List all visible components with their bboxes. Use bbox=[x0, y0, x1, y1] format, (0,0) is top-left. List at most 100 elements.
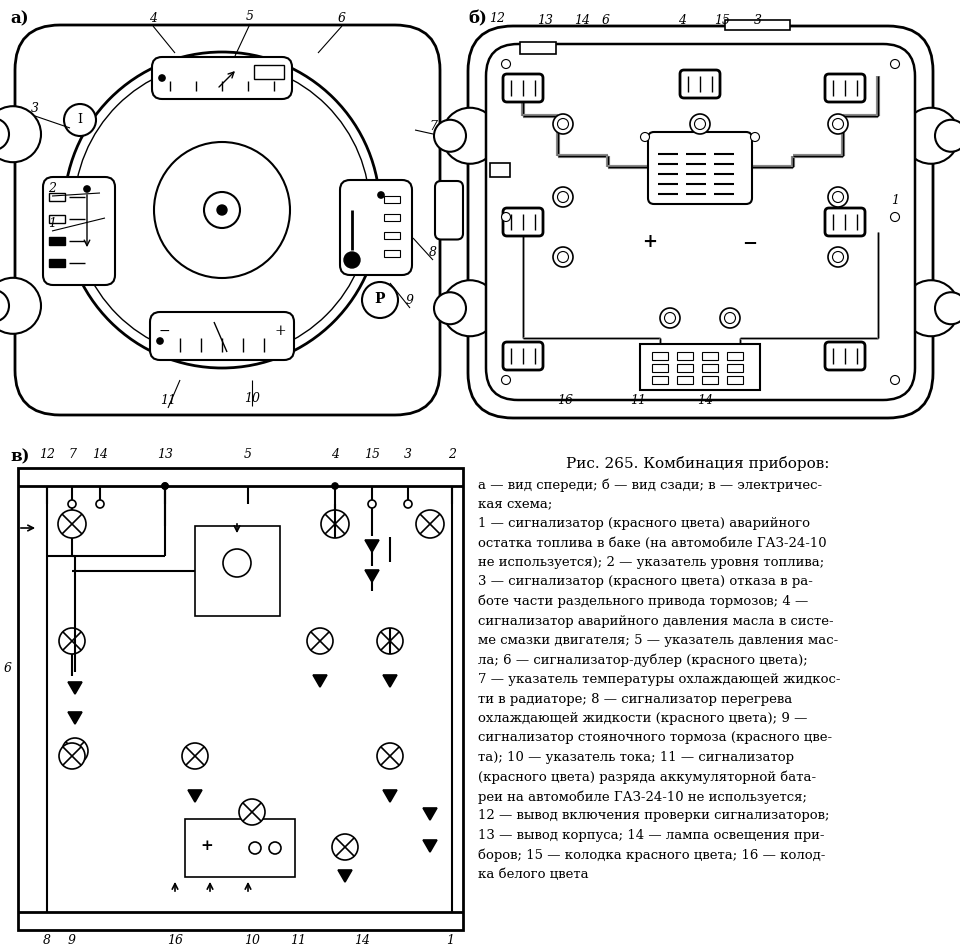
Text: 15: 15 bbox=[364, 447, 380, 461]
FancyBboxPatch shape bbox=[15, 25, 440, 415]
FancyBboxPatch shape bbox=[150, 312, 294, 360]
Circle shape bbox=[501, 375, 511, 385]
Text: 3: 3 bbox=[31, 101, 39, 115]
FancyBboxPatch shape bbox=[825, 74, 865, 102]
Circle shape bbox=[157, 338, 163, 344]
Bar bbox=[520, 42, 556, 54]
Text: 16: 16 bbox=[557, 393, 573, 407]
Bar bbox=[49, 193, 65, 201]
Circle shape bbox=[695, 375, 705, 385]
Circle shape bbox=[84, 186, 90, 192]
Text: 4: 4 bbox=[149, 11, 157, 25]
Circle shape bbox=[832, 191, 844, 203]
Circle shape bbox=[362, 282, 398, 318]
Circle shape bbox=[0, 278, 41, 334]
Bar bbox=[725, 20, 790, 30]
Text: 1: 1 bbox=[446, 934, 454, 946]
Text: +: + bbox=[201, 839, 213, 853]
Text: 6: 6 bbox=[4, 662, 12, 674]
Circle shape bbox=[64, 104, 96, 136]
Circle shape bbox=[378, 192, 384, 198]
Text: 3: 3 bbox=[754, 13, 762, 27]
Bar bbox=[254, 65, 284, 79]
Text: 13: 13 bbox=[537, 13, 553, 27]
Bar bbox=[652, 352, 668, 360]
Circle shape bbox=[442, 281, 498, 337]
Bar bbox=[384, 196, 400, 203]
Text: I: I bbox=[78, 113, 83, 125]
Text: ка белого цвета: ка белого цвета bbox=[478, 868, 588, 881]
Bar bbox=[195, 526, 280, 616]
Polygon shape bbox=[423, 840, 437, 852]
Circle shape bbox=[558, 251, 568, 263]
Circle shape bbox=[58, 510, 86, 538]
Circle shape bbox=[891, 60, 900, 68]
Circle shape bbox=[269, 842, 281, 854]
FancyBboxPatch shape bbox=[468, 26, 933, 418]
Circle shape bbox=[0, 106, 41, 162]
Text: 13 — вывод корпуса; 14 — лампа освещения при-: 13 — вывод корпуса; 14 — лампа освещения… bbox=[478, 829, 825, 842]
Circle shape bbox=[501, 212, 511, 222]
Circle shape bbox=[68, 500, 76, 508]
Circle shape bbox=[664, 313, 676, 323]
Text: 6: 6 bbox=[338, 11, 346, 25]
FancyBboxPatch shape bbox=[680, 70, 720, 98]
Text: а): а) bbox=[10, 10, 29, 27]
Bar bbox=[702, 352, 718, 360]
Bar bbox=[727, 376, 743, 384]
Polygon shape bbox=[365, 540, 379, 552]
Text: 2: 2 bbox=[48, 181, 56, 194]
Text: 14: 14 bbox=[92, 447, 108, 461]
Text: ла; 6 — сигнализатор-дублер (красного цвета);: ла; 6 — сигнализатор-дублер (красного цв… bbox=[478, 653, 807, 667]
FancyBboxPatch shape bbox=[152, 57, 292, 99]
Circle shape bbox=[660, 308, 680, 328]
Bar bbox=[652, 364, 668, 372]
Circle shape bbox=[828, 114, 848, 134]
Text: 9: 9 bbox=[68, 934, 76, 946]
Text: 1: 1 bbox=[891, 193, 899, 207]
Text: 13: 13 bbox=[157, 447, 173, 461]
Text: 10: 10 bbox=[244, 934, 260, 946]
FancyBboxPatch shape bbox=[648, 132, 752, 204]
Circle shape bbox=[368, 500, 376, 508]
Text: 7: 7 bbox=[429, 119, 437, 133]
Text: боров; 15 — колодка красного цвета; 16 — колод-: боров; 15 — колодка красного цвета; 16 —… bbox=[478, 848, 826, 862]
FancyBboxPatch shape bbox=[435, 181, 463, 240]
Polygon shape bbox=[313, 675, 327, 687]
Circle shape bbox=[59, 628, 85, 654]
Text: 15: 15 bbox=[714, 13, 730, 27]
Circle shape bbox=[162, 483, 168, 489]
Circle shape bbox=[891, 212, 900, 222]
Text: 10: 10 bbox=[244, 392, 260, 405]
Text: 12 — вывод включения проверки сигнализаторов;: 12 — вывод включения проверки сигнализат… bbox=[478, 810, 829, 823]
Bar bbox=[384, 232, 400, 239]
Text: остатка топлива в баке (на автомобиле ГАЗ-24-10: остатка топлива в баке (на автомобиле ГА… bbox=[478, 537, 827, 550]
Text: +: + bbox=[275, 324, 286, 338]
Circle shape bbox=[553, 114, 573, 134]
Text: боте части раздельного привода тормозов; 4 —: боте части раздельного привода тормозов;… bbox=[478, 595, 808, 609]
FancyBboxPatch shape bbox=[43, 177, 115, 285]
Text: а — вид спереди; б — вид сзади; в — электричес-: а — вид спереди; б — вид сзади; в — элек… bbox=[478, 478, 822, 491]
Circle shape bbox=[74, 62, 370, 358]
Bar bbox=[384, 250, 400, 257]
Polygon shape bbox=[68, 712, 82, 724]
FancyBboxPatch shape bbox=[503, 74, 543, 102]
Bar bbox=[384, 214, 400, 221]
Circle shape bbox=[62, 738, 88, 764]
Circle shape bbox=[553, 247, 573, 267]
Text: сигнализатор аварийного давления масла в систе-: сигнализатор аварийного давления масла в… bbox=[478, 614, 833, 628]
Text: не используется); 2 — указатель уровня топлива;: не используется); 2 — указатель уровня т… bbox=[478, 556, 825, 569]
Text: 14: 14 bbox=[354, 934, 370, 946]
Text: 3: 3 bbox=[404, 447, 412, 461]
Circle shape bbox=[501, 60, 511, 68]
Bar bbox=[490, 163, 510, 177]
Bar bbox=[640, 344, 760, 390]
Circle shape bbox=[553, 187, 573, 207]
Text: 11: 11 bbox=[290, 934, 306, 946]
Bar bbox=[185, 819, 295, 877]
Circle shape bbox=[404, 500, 412, 508]
Circle shape bbox=[828, 187, 848, 207]
Text: б): б) bbox=[468, 10, 487, 27]
FancyBboxPatch shape bbox=[825, 208, 865, 236]
Circle shape bbox=[828, 247, 848, 267]
